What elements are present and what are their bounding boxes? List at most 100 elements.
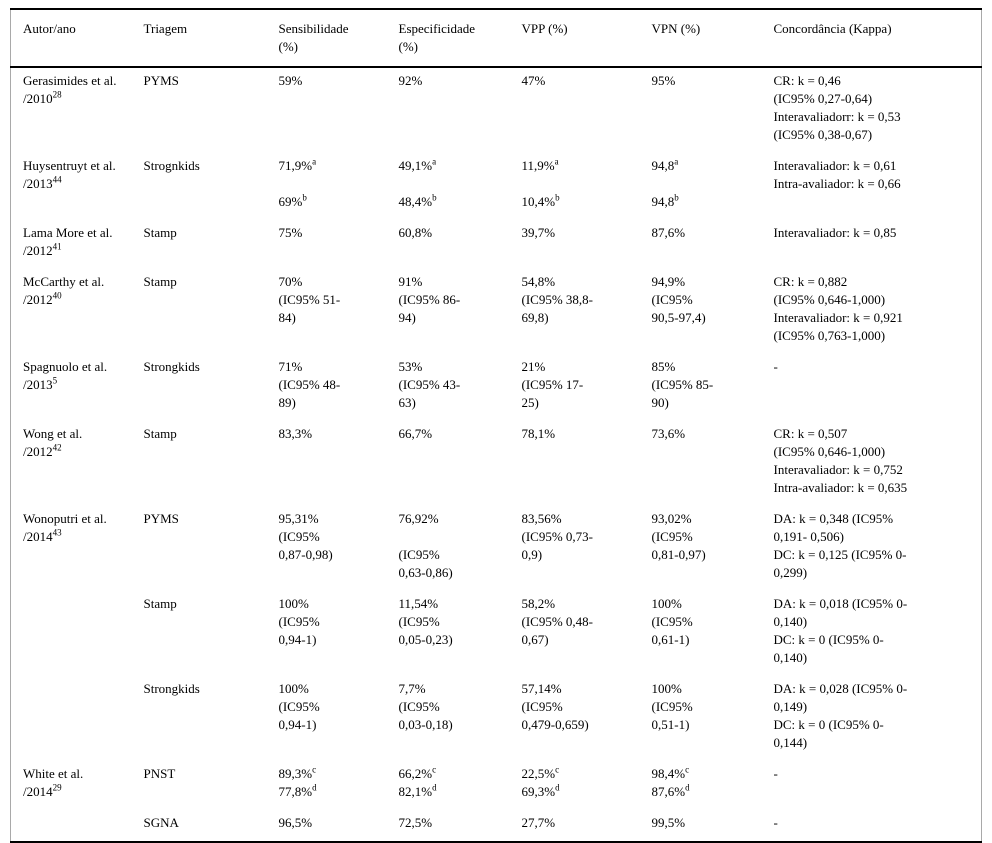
footnote-marker: d	[312, 782, 317, 793]
cell-sensibilidade: 100% (IC95% 0,94-1)	[278, 681, 320, 732]
cell-autor: White et al./201429	[23, 766, 84, 799]
cell-sensibilidade: 71% (IC95% 48- 89)	[278, 359, 341, 410]
footnote-marker: 5	[52, 375, 58, 386]
cell-autor: Lama More et al./201241	[23, 225, 113, 258]
column-header-autor: Autor/ano	[10, 9, 144, 68]
cell-vpp: 57,14% (IC95% 0,479-0,659)	[521, 681, 589, 732]
column-header-vpn: VPN (%)	[651, 9, 774, 68]
column-header-triagem: Triagem	[143, 9, 279, 68]
cell-sensibilidade: 75%	[278, 225, 303, 240]
cell-vpp: 39,7%	[521, 225, 556, 240]
footnote-marker: a	[674, 156, 679, 167]
screening-tools-table-container: Autor/ano Triagem Sensibilidade (%) Especifi…	[10, 8, 982, 843]
cell-especificidade: 11,54% (IC95% 0,05-0,23)	[398, 596, 453, 647]
cell-triagem: Strognkids	[143, 158, 200, 173]
cell-sensibilidade: 83,3%	[278, 426, 313, 441]
screening-tools-comparison-table: Autor/ano Triagem Sensibilidade (%) Especifi…	[10, 8, 982, 843]
column-header-vpp: VPP (%)	[521, 9, 652, 68]
table-row: Gerasimides et al./201028 PYMS 59% 92% 47% 95…	[11, 67, 982, 153]
cell-triagem: Strongkids	[143, 359, 200, 374]
cell-kappa: Interavaliador: k = 0,85	[773, 225, 897, 240]
cell-vpp: 47%	[521, 73, 546, 88]
table-header: Autor/ano Triagem Sensibilidade (%) Especifi…	[10, 9, 982, 68]
cell-vpn: 99,5%	[651, 815, 686, 830]
cell-vpn: 94,9% (IC95% 90,5-97,4)	[651, 274, 706, 325]
cell-kappa: DA: k = 0,028 (IC95% 0- 0,149) DC: k = 0 (…	[773, 681, 908, 750]
cell-especificidade: 66,7%	[398, 426, 433, 441]
cell-kappa: CR: k = 0,882 (IC95% 0,646-1,000) Interava…	[773, 274, 903, 343]
cell-kappa: -	[773, 359, 778, 374]
table-row: Lama More et al./201241 Stamp 75% 60,8% 39,7…	[11, 220, 982, 269]
cell-sensibilidade: 70% (IC95% 51- 84)	[278, 274, 341, 325]
cell-kappa: DA: k = 0,348 (IC95% 0,191- 0,506) DC: k =…	[773, 511, 907, 580]
cell-triagem: PYMS	[143, 73, 179, 88]
table-row: Wonoputri et al./201443 PYMS 95,31% (IC95% 0…	[11, 506, 982, 591]
cell-kappa: DA: k = 0,018 (IC95% 0- 0,140) DC: k = 0 (…	[773, 596, 908, 665]
cell-sensibilidade: 71,9%a 69%b	[278, 156, 317, 209]
cell-vpp: 83,56% (IC95% 0,73- 0,9)	[521, 511, 594, 562]
footnote-marker: a	[554, 156, 559, 167]
column-header-especificidade: Especificidade (%)	[398, 9, 522, 68]
table-row: McCarthy et al./201240 Stamp 70% (IC95% 51-…	[11, 269, 982, 354]
cell-vpn: 94,8a 94,8b	[651, 156, 679, 209]
footnote-marker: b	[432, 192, 437, 203]
cell-sensibilidade: 59%	[278, 73, 303, 88]
cell-kappa: Interavaliador: k = 0,61 Intra-avaliador:…	[773, 158, 901, 191]
cell-vpp: 11,9%a 10,4%b	[521, 156, 560, 209]
cell-autor: Wong et al./201242	[23, 426, 83, 459]
cell-autor: Spagnuolo et al./20135	[23, 359, 108, 392]
cell-triagem: Stamp	[143, 426, 177, 441]
cell-especificidade: 92%	[398, 73, 423, 88]
cell-kappa: CR: k = 0,507 (IC95% 0,646-1,000) Interava…	[773, 426, 908, 495]
cell-vpn: 73,6%	[651, 426, 686, 441]
cell-triagem: Stamp	[143, 596, 177, 611]
table-row: SGNA 96,5% 72,5% 27,7% 99,5% -	[11, 810, 982, 842]
footnote-marker: c	[312, 764, 317, 775]
cell-especificidade: 7,7% (IC95% 0,03-0,18)	[398, 681, 453, 732]
cell-vpn: 93,02% (IC95% 0,81-0,97)	[651, 511, 706, 562]
cell-especificidade: 72,5%	[398, 815, 433, 830]
cell-especificidade: 91% (IC95% 86- 94)	[398, 274, 461, 325]
cell-triagem: Strongkids	[143, 681, 200, 696]
footnote-marker: a	[312, 156, 317, 167]
cell-vpn: 87,6%	[651, 225, 686, 240]
footnote-marker: d	[432, 782, 437, 793]
footnote-marker: b	[555, 192, 560, 203]
cell-triagem: SGNA	[143, 815, 179, 830]
footnote-marker: 41	[52, 241, 62, 252]
cell-sensibilidade: 96,5%	[278, 815, 313, 830]
cell-vpp: 22,5%c 69,3%d	[521, 764, 560, 799]
cell-autor: Wonoputri et al./201443	[23, 511, 107, 544]
column-header-sensibilidade: Sensibilidade (%)	[278, 9, 399, 68]
table-row: Strongkids 100% (IC95% 0,94-1) 7,7% (IC95% 0,0…	[11, 676, 982, 761]
cell-vpp: 27,7%	[521, 815, 556, 830]
footnote-marker: c	[555, 764, 560, 775]
footnote-marker: c	[432, 764, 437, 775]
footnote-marker: b	[674, 192, 679, 203]
cell-autor: McCarthy et al./201240	[23, 274, 105, 307]
table-row: Stamp 100% (IC95% 0,94-1) 11,54% (IC95% 0,05-0…	[11, 591, 982, 676]
footnote-marker: d	[685, 782, 690, 793]
footnote-marker: b	[302, 192, 307, 203]
cell-vpp: 78,1%	[521, 426, 556, 441]
cell-autor: Gerasimides et al./201028	[23, 73, 117, 106]
cell-vpp: 54,8% (IC95% 38,8- 69,8)	[521, 274, 594, 325]
cell-triagem: Stamp	[143, 225, 177, 240]
cell-kappa: -	[773, 815, 778, 830]
cell-vpn: 100% (IC95% 0,61-1)	[651, 596, 693, 647]
cell-vpp: 58,2% (IC95% 0,48- 0,67)	[521, 596, 594, 647]
cell-vpn: 98,4%c 87,6%d	[651, 764, 690, 799]
cell-especificidade: 66,2%c 82,1%d	[398, 764, 437, 799]
cell-especificidade: 76,92% (IC95% 0,63-0,86)	[398, 511, 453, 580]
cell-vpn: 100% (IC95% 0,51-1)	[651, 681, 693, 732]
cell-sensibilidade: 95,31% (IC95% 0,87-0,98)	[278, 511, 333, 562]
footnote-marker: 40	[52, 290, 62, 301]
footnote-marker: 44	[52, 174, 62, 185]
table-row: Huysentruyt et al./201344 Strognkids 71,9%…	[11, 153, 982, 220]
table-row: Wong et al./201242 Stamp 83,3% 66,7% 78,1% 73…	[11, 421, 982, 506]
footnote-marker: 29	[52, 782, 62, 793]
header-row: Autor/ano Triagem Sensibilidade (%) Especifi…	[10, 9, 982, 68]
cell-especificidade: 60,8%	[398, 225, 433, 240]
cell-sensibilidade: 100% (IC95% 0,94-1)	[278, 596, 320, 647]
cell-vpn: 95%	[651, 73, 676, 88]
